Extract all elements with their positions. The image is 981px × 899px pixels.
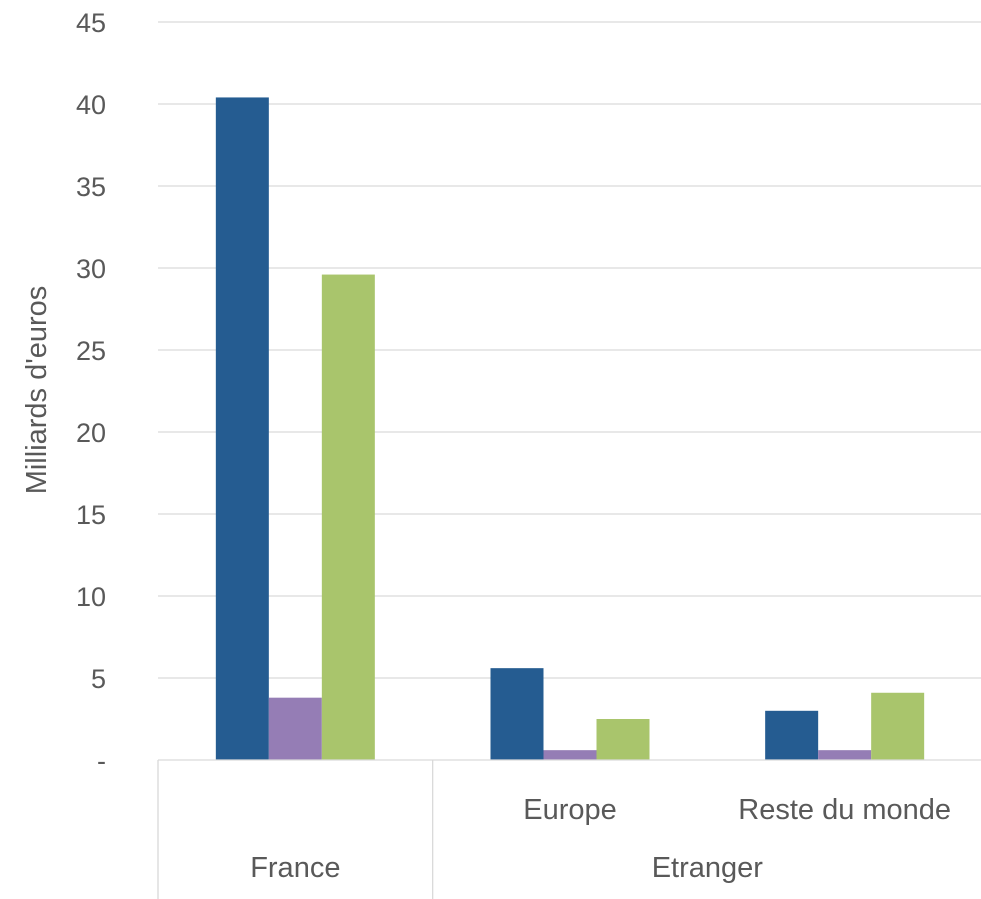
group-label: France xyxy=(250,852,340,884)
y-tick-label: 40 xyxy=(76,90,106,120)
bar-series-2 xyxy=(818,750,872,760)
y-tick-label: 30 xyxy=(76,254,106,284)
y-tick-label: 45 xyxy=(76,8,106,38)
gridlines xyxy=(158,21,981,679)
bar-series-1 xyxy=(215,97,269,760)
y-tick-label: 10 xyxy=(76,582,106,612)
category-label: Europe xyxy=(523,794,617,826)
bar-series-2 xyxy=(268,697,322,760)
y-axis-ticks: - 5 10 15 20 25 30 35 40 45 xyxy=(76,8,106,776)
bar-series-1 xyxy=(490,668,544,760)
y-tick-label: 25 xyxy=(76,336,106,366)
category-label: Reste du monde xyxy=(738,794,951,826)
y-tick-label: 35 xyxy=(76,172,106,202)
y-tick-label: - xyxy=(97,746,106,776)
bar-series-2 xyxy=(543,750,597,760)
group-label: Etranger xyxy=(652,852,764,884)
bar-series-1 xyxy=(765,710,819,760)
category-axis: France Etranger Europe Reste du monde xyxy=(157,759,981,899)
bar-series-3 xyxy=(596,719,650,760)
y-tick-label: 5 xyxy=(91,664,106,694)
y-tick-label: 20 xyxy=(76,418,106,448)
y-tick-label: 15 xyxy=(76,500,106,530)
bar-series-3 xyxy=(871,692,925,760)
bar-series-3 xyxy=(321,274,375,760)
bars xyxy=(215,97,925,760)
y-axis-title: Milliards d'euros xyxy=(21,286,53,495)
